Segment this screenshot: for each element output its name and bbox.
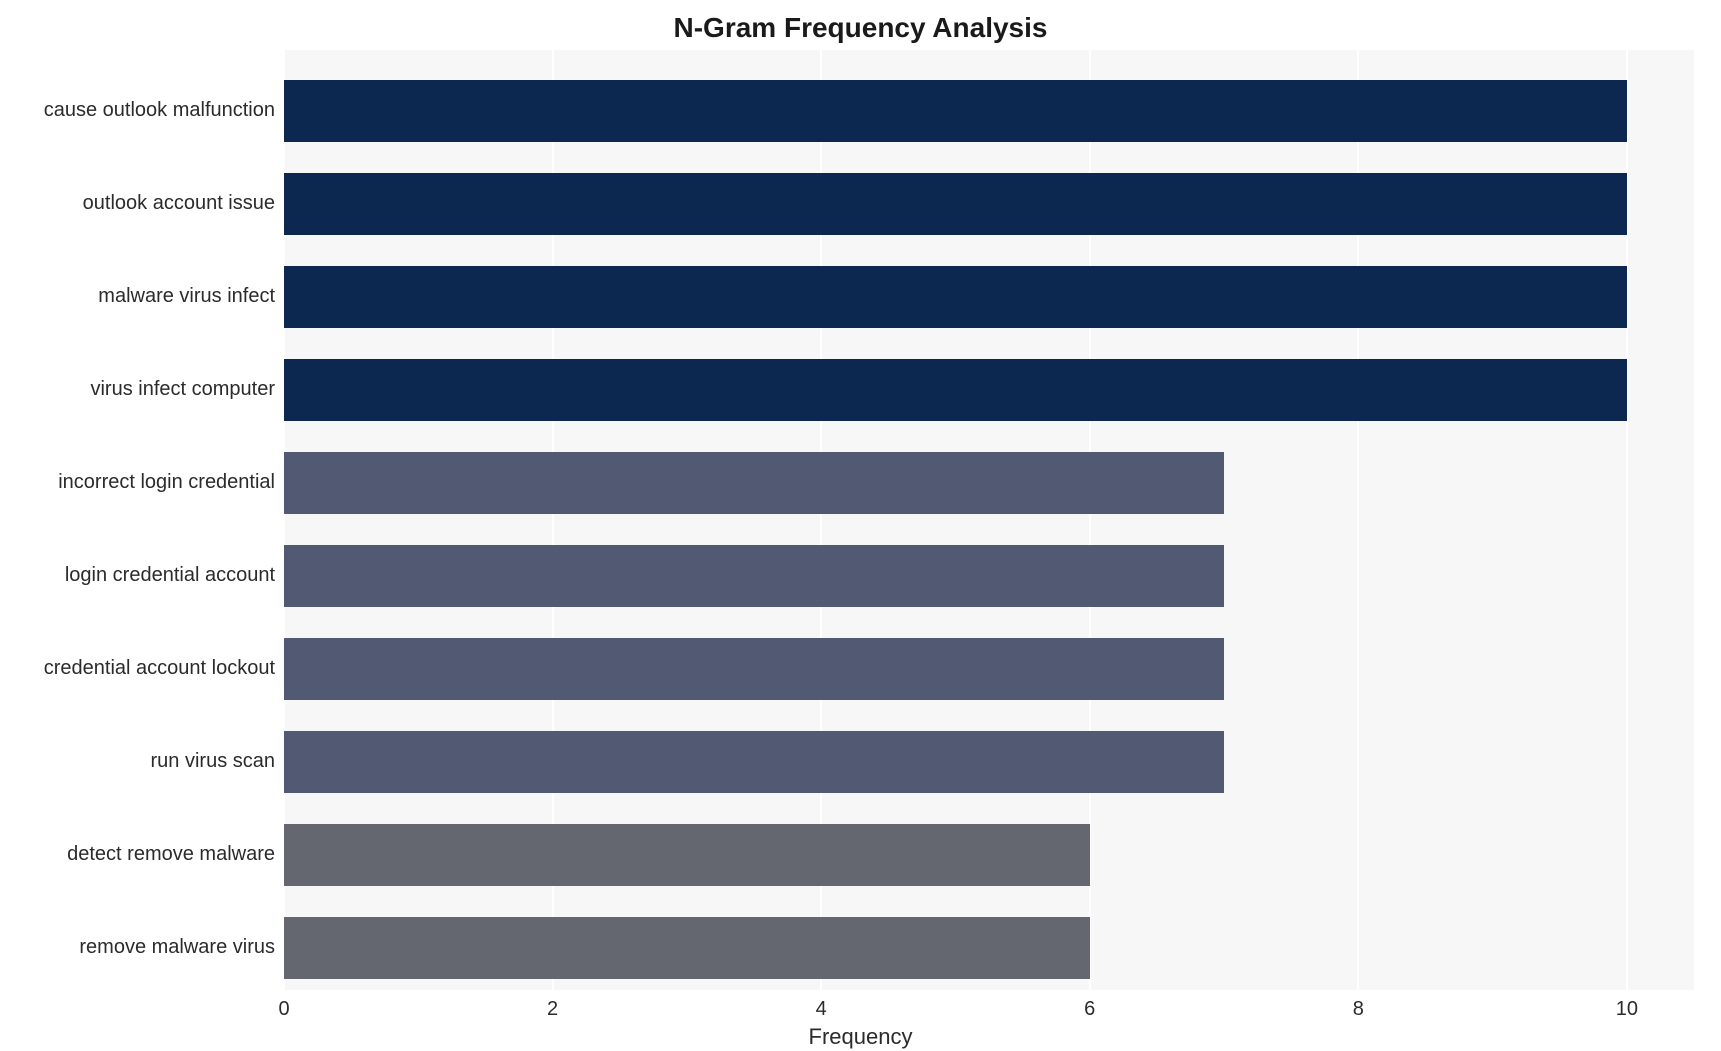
- bar: [284, 173, 1627, 235]
- y-category-label: remove malware virus: [5, 936, 275, 959]
- bar: [284, 824, 1090, 886]
- y-category-label: detect remove malware: [5, 843, 275, 866]
- plot-area: [284, 50, 1694, 990]
- bar: [284, 917, 1090, 979]
- bar: [284, 359, 1627, 421]
- chart-title: N-Gram Frequency Analysis: [0, 12, 1721, 44]
- x-tick-label: 8: [1353, 998, 1364, 1021]
- bar: [284, 266, 1627, 328]
- x-tick-label: 4: [816, 998, 827, 1021]
- y-category-label: credential account lockout: [5, 657, 275, 680]
- bar: [284, 545, 1224, 607]
- y-category-label: incorrect login credential: [5, 471, 275, 494]
- x-axis-label: Frequency: [0, 1024, 1721, 1050]
- y-category-label: outlook account issue: [5, 192, 275, 215]
- y-category-label: run virus scan: [5, 750, 275, 773]
- y-category-label: virus infect computer: [5, 378, 275, 401]
- bar: [284, 731, 1224, 793]
- bar: [284, 80, 1627, 142]
- y-category-label: malware virus infect: [5, 285, 275, 308]
- ngram-chart: N-Gram Frequency Analysis Frequency 0 2 4 6…: [0, 0, 1721, 1051]
- x-tick-label: 2: [547, 998, 558, 1021]
- x-tick-label: 0: [278, 998, 289, 1021]
- bar: [284, 452, 1224, 514]
- y-category-label: login credential account: [5, 564, 275, 587]
- x-tick-label: 10: [1616, 998, 1638, 1021]
- x-tick-label: 6: [1084, 998, 1095, 1021]
- y-category-label: cause outlook malfunction: [5, 99, 275, 122]
- bar: [284, 638, 1224, 700]
